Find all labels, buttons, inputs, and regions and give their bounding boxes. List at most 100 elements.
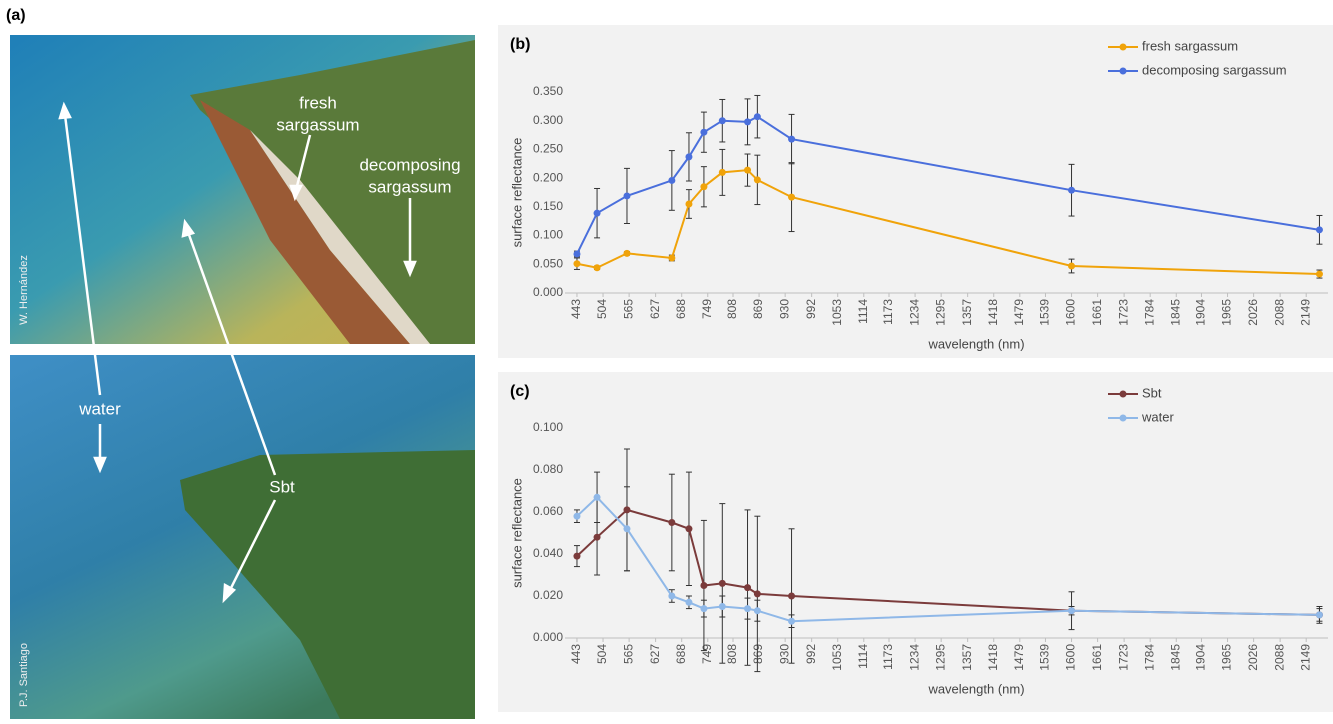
point xyxy=(744,584,751,591)
y-tick-label: 0.200 xyxy=(533,170,563,184)
point xyxy=(788,136,795,143)
point xyxy=(623,525,630,532)
x-tick-label: 1661 xyxy=(1090,644,1104,671)
x-tick-label: 1661 xyxy=(1090,299,1104,326)
point xyxy=(573,553,580,560)
point xyxy=(594,494,601,501)
x-tick-label: 1965 xyxy=(1220,299,1234,326)
x-tick-label: 2088 xyxy=(1272,644,1286,671)
y-tick-label: 0.100 xyxy=(533,420,563,434)
x-tick-label: 869 xyxy=(751,299,765,319)
annotation: fresh xyxy=(299,93,337,112)
x-tick-label: 1784 xyxy=(1142,299,1156,326)
point xyxy=(573,513,580,520)
x-tick-label: 2026 xyxy=(1246,299,1260,326)
page: {"photo_panel": {"label": "(a)", "annota… xyxy=(0,0,1333,719)
x-tick-label: 1479 xyxy=(1012,299,1026,326)
x-tick-label: 1600 xyxy=(1064,299,1078,326)
x-tick-label: 869 xyxy=(751,644,765,664)
x-tick-label: 1418 xyxy=(986,299,1000,326)
x-tick-label: 1539 xyxy=(1038,299,1052,326)
point xyxy=(1316,271,1323,278)
point xyxy=(719,603,726,610)
x-tick-label: 504 xyxy=(595,644,609,664)
point xyxy=(719,117,726,124)
x-tick-label: 749 xyxy=(700,644,714,664)
point xyxy=(754,607,761,614)
point xyxy=(623,250,630,257)
x-tick-label: 1418 xyxy=(986,644,1000,671)
chart: (b)surface reflectancewavelength (nm)0.0… xyxy=(498,25,1333,358)
y-tick-label: 0.300 xyxy=(533,113,563,127)
point xyxy=(573,260,580,267)
point xyxy=(685,153,692,160)
point xyxy=(668,593,675,600)
x-tick-label: 1234 xyxy=(907,299,921,326)
legend-marker xyxy=(1120,44,1127,51)
x-tick-label: 565 xyxy=(621,299,635,319)
annotation: decomposing xyxy=(359,155,460,174)
x-tick-label: 443 xyxy=(569,299,583,319)
point xyxy=(1316,611,1323,618)
legend-label: decomposing sargassum xyxy=(1142,62,1287,77)
point xyxy=(685,200,692,207)
x-tick-label: 443 xyxy=(569,644,583,664)
point xyxy=(685,599,692,606)
figure: (a) fresh sargassum decomposing sargassu… xyxy=(0,0,1333,719)
photo-panel: (a) fresh sargassum decomposing sargassu… xyxy=(6,7,475,719)
annotation: sargassum xyxy=(276,115,359,134)
x-tick-label: 504 xyxy=(595,299,609,319)
y-tick-label: 0.000 xyxy=(533,630,563,644)
y-tick-label: 0.040 xyxy=(533,546,563,560)
point xyxy=(1068,263,1075,270)
y-tick-label: 0.100 xyxy=(533,228,563,242)
point xyxy=(668,519,675,526)
x-tick-label: 1723 xyxy=(1116,644,1130,671)
x-tick-label: 1784 xyxy=(1142,644,1156,671)
y-tick-label: 0.000 xyxy=(533,285,563,299)
x-tick-label: 1845 xyxy=(1168,299,1182,326)
x-tick-label: 1965 xyxy=(1220,644,1234,671)
y-tick-label: 0.080 xyxy=(533,462,563,476)
chart: (c)surface reflectancewavelength (nm)0.0… xyxy=(498,372,1333,712)
x-tick-label: 1357 xyxy=(960,299,974,326)
y-tick-label: 0.150 xyxy=(533,199,563,213)
x-tick-label: 1295 xyxy=(933,299,947,326)
x-tick-label: 1904 xyxy=(1194,299,1208,326)
x-tick-label: 1600 xyxy=(1064,644,1078,671)
point xyxy=(623,506,630,513)
x-tick-label: 992 xyxy=(804,299,818,319)
point xyxy=(594,264,601,271)
x-tick-label: 1539 xyxy=(1038,644,1052,671)
point xyxy=(623,192,630,199)
x-tick-label: 808 xyxy=(725,299,739,319)
x-axis-label: wavelength (nm) xyxy=(927,336,1024,351)
point xyxy=(1068,607,1075,614)
x-tick-label: 1904 xyxy=(1194,644,1208,671)
point xyxy=(594,534,601,541)
annotation: sargassum xyxy=(368,177,451,196)
legend-label: fresh sargassum xyxy=(1142,38,1238,53)
y-tick-label: 0.350 xyxy=(533,84,563,98)
point xyxy=(1316,226,1323,233)
legend-marker xyxy=(1120,391,1127,398)
point xyxy=(700,129,707,136)
point xyxy=(788,618,795,625)
point xyxy=(594,210,601,217)
credit: P.J. Santiago xyxy=(18,643,30,707)
x-tick-label: 688 xyxy=(674,299,688,319)
point xyxy=(754,176,761,183)
x-tick-label: 1114 xyxy=(856,644,870,669)
panel-label: (a) xyxy=(6,7,26,24)
legend-marker xyxy=(1120,68,1127,75)
point xyxy=(719,169,726,176)
point xyxy=(788,593,795,600)
x-tick-label: 1114 xyxy=(856,299,870,324)
legend-marker xyxy=(1120,415,1127,422)
point xyxy=(1068,187,1075,194)
credit: W. Hernández xyxy=(18,255,30,325)
x-tick-label: 1053 xyxy=(830,644,844,671)
chart-title: (b) xyxy=(510,36,530,53)
point xyxy=(754,590,761,597)
x-tick-label: 1173 xyxy=(881,644,895,670)
